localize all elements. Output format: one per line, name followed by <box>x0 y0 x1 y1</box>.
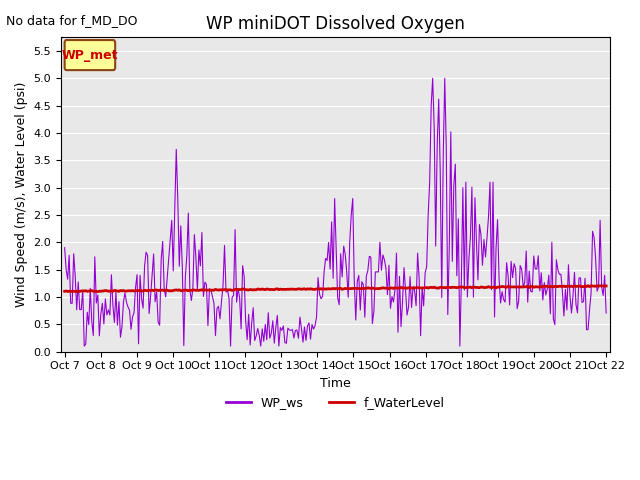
WP_ws <box>429 75 436 81</box>
f_WaterLevel <box>61 288 68 294</box>
WP_ws <box>129 314 136 320</box>
FancyBboxPatch shape <box>65 40 115 70</box>
WP_ws <box>299 339 307 345</box>
f_WaterLevel <box>94 289 102 295</box>
WP_ws <box>242 318 250 324</box>
f_WaterLevel <box>224 287 232 293</box>
f_WaterLevel <box>242 287 250 292</box>
Text: No data for f_MD_DO: No data for f_MD_DO <box>6 14 138 27</box>
WP_ws <box>251 337 259 343</box>
Title: WP miniDOT Dissolved Oxygen: WP miniDOT Dissolved Oxygen <box>206 15 465 33</box>
X-axis label: Time: Time <box>320 377 351 390</box>
f_WaterLevel <box>602 283 610 289</box>
WP_ws <box>602 310 610 316</box>
WP_ws <box>224 287 232 293</box>
f_WaterLevel <box>129 288 136 293</box>
Line: WP_ws: WP_ws <box>65 78 606 346</box>
Text: WP_met: WP_met <box>61 49 118 62</box>
f_WaterLevel <box>299 286 307 292</box>
f_WaterLevel <box>251 287 259 293</box>
Legend: WP_ws, f_WaterLevel: WP_ws, f_WaterLevel <box>221 391 450 414</box>
Line: f_WaterLevel: f_WaterLevel <box>65 286 606 292</box>
WP_ws <box>575 275 583 281</box>
WP_ws <box>81 343 88 349</box>
WP_ws <box>61 245 68 251</box>
f_WaterLevel <box>573 284 581 289</box>
f_WaterLevel <box>588 283 595 288</box>
Y-axis label: Wind Speed (m/s), Water Level (psi): Wind Speed (m/s), Water Level (psi) <box>15 82 28 307</box>
